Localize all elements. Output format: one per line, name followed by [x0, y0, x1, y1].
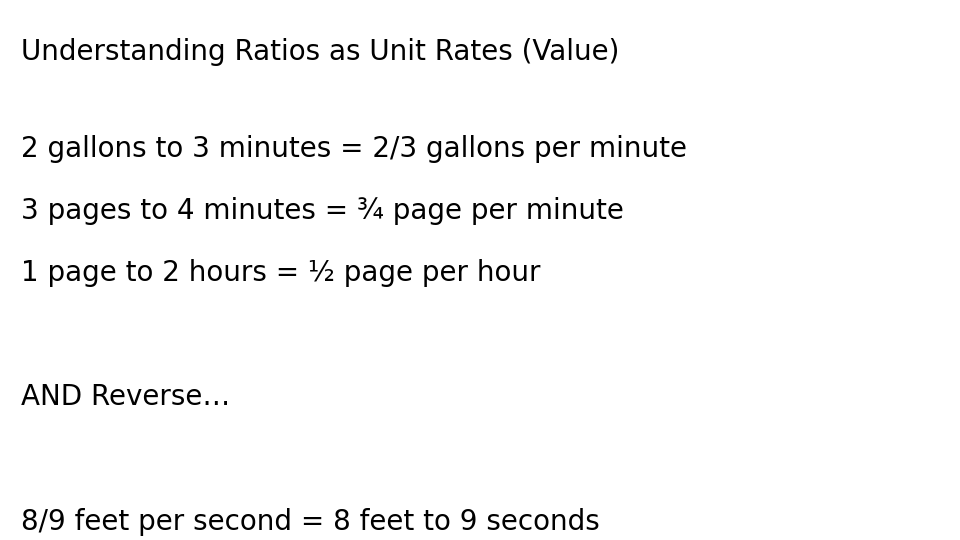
Text: 3 pages to 4 minutes = ¾ page per minute: 3 pages to 4 minutes = ¾ page per minute [21, 197, 624, 225]
Text: 8/9 feet per second = 8 feet to 9 seconds: 8/9 feet per second = 8 feet to 9 second… [21, 508, 600, 536]
Text: AND Reverse…: AND Reverse… [21, 383, 230, 411]
Text: 1 page to 2 hours = ½ page per hour: 1 page to 2 hours = ½ page per hour [21, 259, 540, 287]
Text: 2 gallons to 3 minutes = 2/3 gallons per minute: 2 gallons to 3 minutes = 2/3 gallons per… [21, 135, 687, 163]
Text: Understanding Ratios as Unit Rates (Value): Understanding Ratios as Unit Rates (Valu… [21, 38, 619, 66]
